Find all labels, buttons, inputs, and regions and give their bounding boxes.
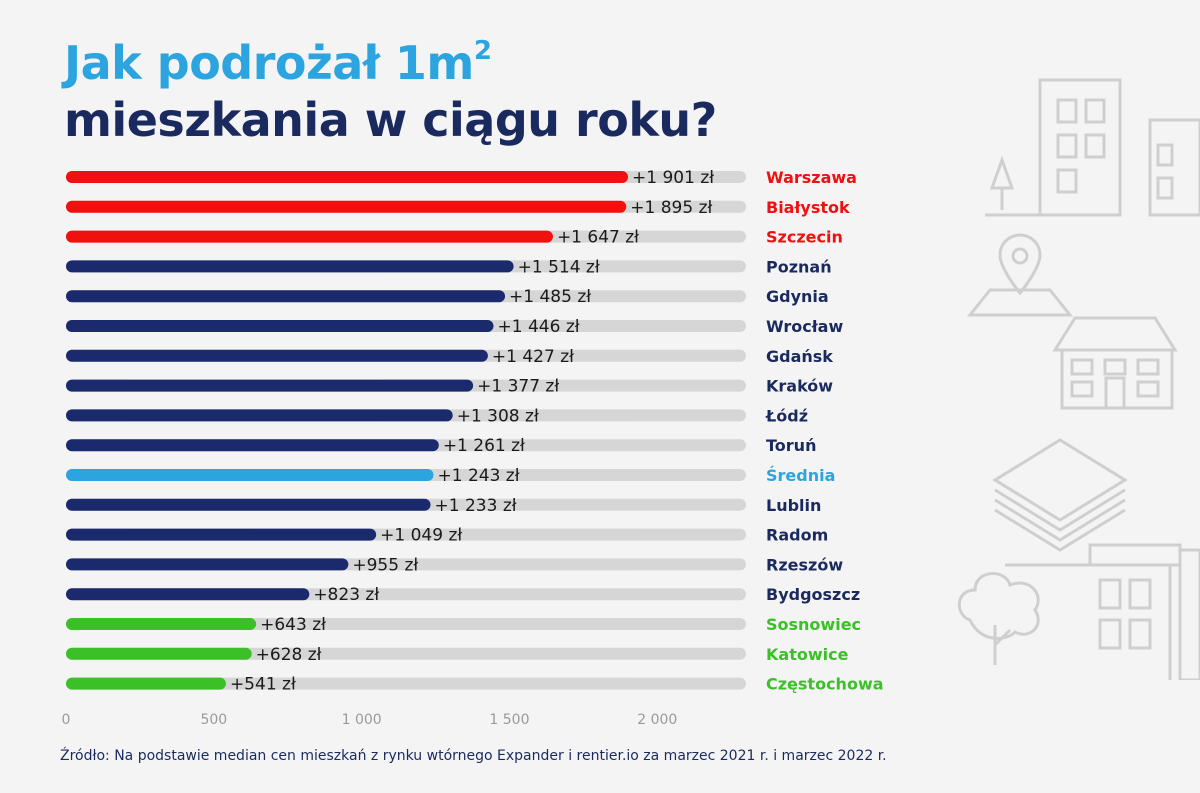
category-label: Poznań [766, 257, 832, 276]
bar [66, 230, 553, 243]
x-tick-label: 500 [200, 712, 227, 728]
value-label: +1 377 zł [477, 377, 559, 397]
category-label: Toruń [766, 436, 816, 455]
title-superscript: 2 [473, 36, 492, 66]
value-label: +1 243 zł [437, 466, 519, 486]
value-label: +1 647 zł [557, 228, 639, 248]
value-label: +1 308 zł [457, 406, 539, 426]
bar [66, 171, 629, 183]
category-label: Sosnowiec [766, 615, 861, 634]
value-label: +1 514 zł [518, 257, 600, 277]
chart-title-line2: mieszkania w ciągu roku? [64, 93, 717, 147]
bar-track [66, 677, 746, 690]
building-icon [985, 78, 1200, 217]
category-label: Lublin [766, 496, 821, 515]
category-label: Szczecin [766, 228, 843, 247]
category-label: Wrocław [766, 317, 843, 336]
bar [66, 588, 310, 601]
value-label: +1 261 zł [443, 436, 525, 456]
value-label: +1 446 zł [498, 317, 580, 337]
bar [66, 469, 434, 481]
chart-title-line1: Jak podrożał 1m2 [64, 36, 492, 90]
category-label: Rzeszów [766, 555, 843, 574]
x-tick-label: 1 500 [489, 712, 529, 728]
bar [66, 439, 439, 452]
bar [66, 200, 627, 213]
money-stack-icon [992, 438, 1128, 552]
category-label: Katowice [766, 645, 849, 664]
x-tick-label: 2 000 [637, 712, 677, 728]
category-label: Łódź [765, 406, 808, 425]
value-label: +1 901 zł [632, 168, 714, 188]
value-label: +643 zł [260, 615, 326, 635]
category-label: Gdynia [766, 287, 829, 306]
category-label: Bydgoszcz [766, 585, 860, 604]
value-label: +1 233 zł [435, 496, 517, 516]
value-label: +1 895 zł [630, 198, 712, 218]
category-label: Gdańsk [766, 347, 833, 366]
category-label: Radom [766, 526, 828, 545]
category-label: Kraków [766, 377, 833, 396]
bar [66, 349, 488, 362]
bar [66, 290, 506, 303]
category-label: Warszawa [766, 168, 857, 187]
bar [66, 528, 377, 541]
value-label: +955 zł [352, 555, 418, 575]
value-label: +823 zł [313, 585, 379, 605]
bar [66, 647, 252, 660]
source-note: Źródło: Na podstawie median cen mieszkań… [60, 748, 887, 764]
house-icon [1052, 316, 1178, 410]
bar [66, 320, 494, 332]
value-label: +628 zł [256, 645, 322, 665]
bar [66, 618, 257, 630]
bar [66, 498, 431, 511]
bar [66, 409, 453, 422]
value-label: +1 485 zł [509, 287, 591, 307]
bar [66, 379, 474, 392]
category-label: Średnia [766, 466, 835, 485]
map-pin-icon [966, 233, 1074, 317]
x-tick-label: 1 000 [342, 712, 382, 728]
category-label: Białystok [766, 198, 850, 217]
value-label: +1 049 zł [380, 526, 462, 546]
category-label: Częstochowa [766, 675, 884, 694]
value-label: +541 zł [230, 675, 296, 695]
x-tick-label: 0 [62, 712, 71, 728]
value-label: +1 427 zł [492, 347, 574, 367]
bar [66, 677, 226, 690]
tree-and-block-icon [957, 543, 1200, 680]
bar [66, 558, 349, 571]
bar [66, 260, 514, 273]
decorative-city-illustration [957, 78, 1200, 680]
